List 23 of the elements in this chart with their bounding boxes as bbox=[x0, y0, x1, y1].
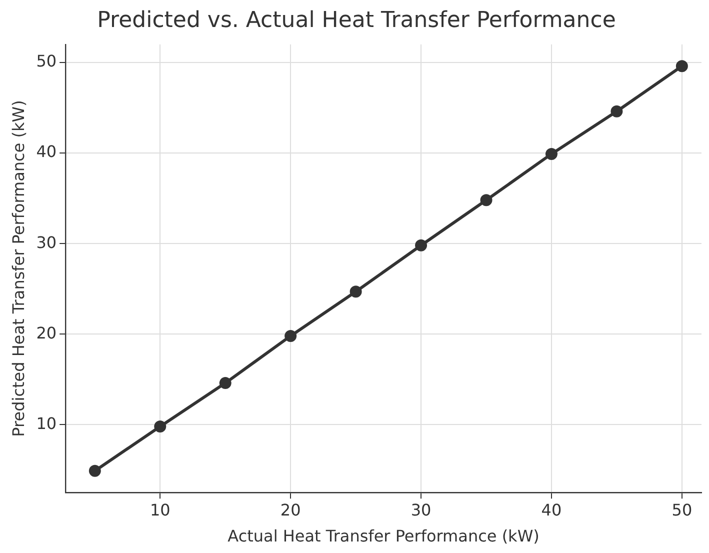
point bbox=[545, 148, 558, 160]
point bbox=[350, 286, 362, 298]
x-axis-title: Actual Heat Transfer Performance (kW) bbox=[228, 526, 540, 546]
point bbox=[480, 194, 492, 206]
x-tick-label: 40 bbox=[541, 500, 562, 520]
point bbox=[284, 330, 297, 342]
point bbox=[676, 60, 688, 72]
y-tick-label: 10 bbox=[36, 414, 57, 433]
y-tick-label: 20 bbox=[36, 323, 57, 342]
point bbox=[219, 377, 232, 390]
y-tick-label: 40 bbox=[36, 142, 57, 162]
chart-title: Predicted vs. Actual Heat Transfer Performance bbox=[97, 8, 616, 33]
y-tick-label: 50 bbox=[36, 52, 57, 71]
point bbox=[88, 464, 101, 477]
x-tick-label: 20 bbox=[280, 500, 301, 520]
point bbox=[610, 105, 623, 118]
point bbox=[154, 420, 166, 432]
y-axis-title: Predicted Heat Transfer Performance (kW) bbox=[8, 100, 28, 437]
x-tick-label: 50 bbox=[672, 500, 692, 520]
x-tick-label: 10 bbox=[150, 500, 170, 520]
y-tick-label: 30 bbox=[36, 232, 57, 252]
point bbox=[415, 239, 428, 252]
x-tick-label: 30 bbox=[410, 500, 432, 520]
